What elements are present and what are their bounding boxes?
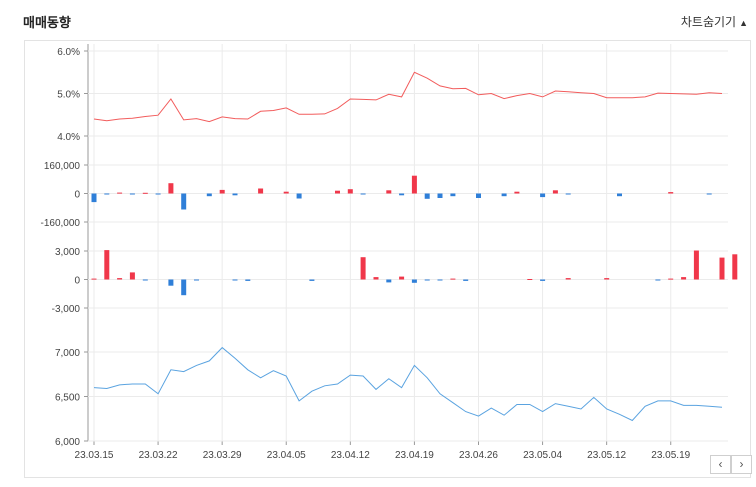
chart-frame xyxy=(24,40,751,478)
institution-bar xyxy=(181,193,187,210)
foreign-bar xyxy=(104,250,110,280)
foreign-bar xyxy=(719,257,725,280)
foreign-bar xyxy=(309,279,315,281)
x-tick-label: 23.05.19 xyxy=(651,450,690,461)
y-tick-label: 5.0% xyxy=(57,90,80,101)
institution-bar xyxy=(501,193,507,197)
x-tick-label: 23.03.22 xyxy=(139,450,178,461)
institution-bar xyxy=(219,189,225,194)
institution-bar xyxy=(91,193,97,203)
institution-bar xyxy=(155,193,161,195)
institution-bar xyxy=(168,183,174,194)
institution-bar xyxy=(347,189,353,194)
x-tick-label: 23.04.12 xyxy=(331,450,370,461)
page-title: 매매동향 xyxy=(23,15,71,30)
triangle-up-icon: ▲ xyxy=(739,18,748,28)
institution-bar xyxy=(335,190,340,194)
foreign-bar xyxy=(117,278,123,280)
institution-bar xyxy=(232,193,238,196)
institution-bar xyxy=(360,193,366,195)
foreign-bar xyxy=(399,276,405,280)
foreign-bar xyxy=(681,277,687,280)
foreign-bar xyxy=(373,277,379,280)
foreign-bar xyxy=(732,254,738,280)
institution-bar xyxy=(104,193,110,195)
y-tick-label: 6,000 xyxy=(55,437,80,448)
institution-bar xyxy=(386,190,392,194)
y-tick-label: 0 xyxy=(74,276,80,287)
foreign-bar xyxy=(565,278,571,280)
institution-bar xyxy=(552,190,558,194)
x-tick-label: 23.05.04 xyxy=(523,450,562,461)
institution-bar xyxy=(411,175,417,194)
x-tick-label: 23.04.19 xyxy=(395,450,434,461)
x-tick-label: 23.04.05 xyxy=(267,450,306,461)
institution-bar xyxy=(565,193,571,195)
foreign-bar xyxy=(194,279,199,281)
foreign-bar xyxy=(437,279,443,281)
foreign-bar xyxy=(540,279,546,281)
institution-bar xyxy=(476,193,481,198)
foreign-bar xyxy=(693,250,699,280)
foreign-bar xyxy=(527,279,533,280)
institution-bar xyxy=(437,193,443,198)
foreign-bar xyxy=(181,279,187,296)
institution-bar xyxy=(129,193,135,195)
foreign-bar xyxy=(463,279,469,281)
institution-bar xyxy=(514,191,520,194)
y-tick-label: -160,000 xyxy=(41,218,81,229)
foreign-bar xyxy=(129,272,135,280)
institution-bar xyxy=(450,193,456,197)
foreign-bar xyxy=(424,279,430,281)
y-tick-label: 7,000 xyxy=(55,348,80,359)
y-tick-label: 4.0% xyxy=(57,132,80,143)
foreign-bar xyxy=(450,278,456,280)
x-tick-label: 23.04.26 xyxy=(459,450,498,461)
hide-chart-toggle[interactable]: 차트숨기기 ▲ xyxy=(681,13,748,30)
rate-line xyxy=(93,71,723,123)
foreign-bar xyxy=(168,279,174,286)
institution-bar xyxy=(540,193,546,198)
foreign-bar xyxy=(142,279,148,281)
y-tick-label: 6.0% xyxy=(57,47,80,58)
institution-bar xyxy=(296,193,302,199)
x-tick-label: 23.03.15 xyxy=(75,450,114,461)
y-tick-label: 0 xyxy=(74,190,80,201)
foreign-bar xyxy=(245,279,251,281)
institution-bar xyxy=(399,193,405,196)
y-tick-label: -3,000 xyxy=(52,304,81,315)
institution-bar xyxy=(206,193,212,197)
hide-chart-label: 차트숨기기 xyxy=(680,15,737,29)
chevron-right-icon[interactable]: › xyxy=(731,455,752,474)
foreign-bar xyxy=(232,279,238,281)
institution-bar xyxy=(668,192,674,194)
chevron-left-icon[interactable]: ‹ xyxy=(710,455,731,474)
institution-bar xyxy=(617,193,622,197)
y-tick-label: 3,000 xyxy=(55,247,80,258)
foreign-bar xyxy=(386,279,392,283)
institution-bar xyxy=(117,192,123,194)
institution-bar xyxy=(283,191,289,194)
institution-bar xyxy=(258,188,264,194)
institution-bar xyxy=(424,193,430,199)
foreign-bar xyxy=(360,257,366,280)
foreign-bar xyxy=(91,278,97,280)
foreign-bar xyxy=(668,278,674,280)
foreign-bar xyxy=(604,278,610,280)
y-tick-label: 160,000 xyxy=(44,161,81,172)
institution-bar xyxy=(142,192,148,194)
foreign-bar xyxy=(411,279,417,283)
price-line xyxy=(93,346,723,422)
institution-bar xyxy=(706,193,712,195)
y-tick-label: 6,500 xyxy=(55,393,80,404)
foreign-bar xyxy=(655,279,661,281)
x-tick-label: 23.05.12 xyxy=(587,450,626,461)
x-tick-label: 23.03.29 xyxy=(203,450,242,461)
